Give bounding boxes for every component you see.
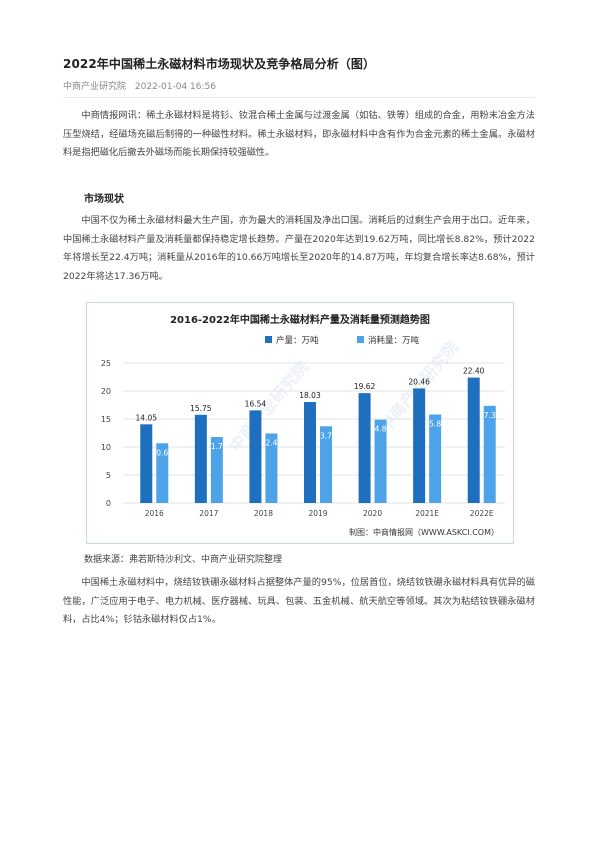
bar-consumption <box>483 405 496 503</box>
bar-chart: 中商产业研究院 中商产业研究院2016-2022年中国稀土永磁材料产量及消耗量预测… <box>101 313 505 537</box>
data-label: 19.62 <box>354 382 376 391</box>
data-label: 15.80 <box>424 420 446 429</box>
chart-title: 2016-2022年中国稀土永磁材料产量及消耗量预测趋势图 <box>170 313 430 326</box>
article-meta: 中商产业研究院 2022-01-04 16:56 <box>63 79 222 92</box>
bar-production <box>467 377 480 503</box>
legend-swatch <box>357 336 364 343</box>
y-tick-label: 20 <box>101 387 111 396</box>
x-tick-label: 2018 <box>254 509 273 518</box>
data-label: 15.75 <box>190 404 212 413</box>
y-tick-label: 0 <box>106 499 111 508</box>
data-source-note: 数据来源：弗若斯特沙利文、中商产业研究院整理 <box>84 555 283 565</box>
data-label: 17.36 <box>479 411 501 420</box>
legend-label: 产量：万吨 <box>276 335 319 346</box>
bar-production <box>358 393 371 503</box>
data-label: 10.66 <box>152 448 174 457</box>
legend-swatch <box>265 336 272 343</box>
x-tick-label: 2022E <box>470 509 494 518</box>
section-heading: 市场现状 <box>84 194 124 205</box>
bar-production <box>304 402 316 503</box>
bar-consumption <box>429 414 442 503</box>
data-label: 18.03 <box>299 391 321 400</box>
y-tick-label: 15 <box>101 415 111 424</box>
bar-production <box>194 414 207 503</box>
chart-footer: 制图：中商情报网（WWW.ASKCI.COM） <box>349 527 499 537</box>
bar-consumption <box>320 426 332 503</box>
data-label: 22.40 <box>463 367 485 376</box>
intro-paragraph: 中商情报网讯：稀土永磁材料是将钐、钕混合稀土金属与过渡金属（如钴、铁等）组成的合… <box>63 110 535 158</box>
data-label: 14.87 <box>370 425 392 434</box>
bar-consumption <box>210 437 223 503</box>
x-tick-label: 2020 <box>363 509 382 518</box>
title-divider <box>63 97 535 98</box>
data-label: 20.46 <box>408 377 430 386</box>
x-tick-label: 2021E <box>415 509 439 518</box>
legend-label: 消耗量：万吨 <box>368 335 420 346</box>
y-tick-label: 25 <box>101 359 111 368</box>
y-tick-label: 10 <box>101 443 111 452</box>
data-label: 14.05 <box>136 413 158 422</box>
chart-container: 中商产业研究院 中商产业研究院 2016-2022年中国稀土永磁材料产量及消耗量预测… <box>86 302 514 544</box>
y-tick-label: 5 <box>106 471 111 480</box>
data-label: 13.70 <box>315 431 337 440</box>
data-label: 12.42 <box>261 438 283 447</box>
bar-consumption <box>156 443 169 503</box>
bar-production <box>140 424 153 503</box>
data-label: 11.78 <box>206 442 228 451</box>
bar-production <box>413 388 426 503</box>
article-title: 2022年中国稀土永磁材料市场现状及竞争格局分析（图） <box>63 57 376 71</box>
market-paragraph: 中国不仅为稀土永磁材料最大生产国，亦为最大的消耗国及净出口国。消耗后的过剩生产会… <box>63 215 535 282</box>
bar-production <box>249 410 262 503</box>
x-tick-label: 2019 <box>308 509 327 518</box>
bar-consumption <box>374 419 387 503</box>
x-tick-label: 2017 <box>199 509 218 518</box>
article-source[interactable]: 中商产业研究院 <box>63 82 127 92</box>
data-label: 16.54 <box>245 399 267 408</box>
article-date: 2022-01-04 16:56 <box>134 82 216 92</box>
bar-consumption <box>265 433 278 503</box>
x-tick-label: 2016 <box>145 509 164 518</box>
competition-paragraph: 中国稀土永磁材料中，烧结钕铁硼永磁材料占据整体产量的95%，位居首位，烧结钕铁硼… <box>63 577 535 625</box>
